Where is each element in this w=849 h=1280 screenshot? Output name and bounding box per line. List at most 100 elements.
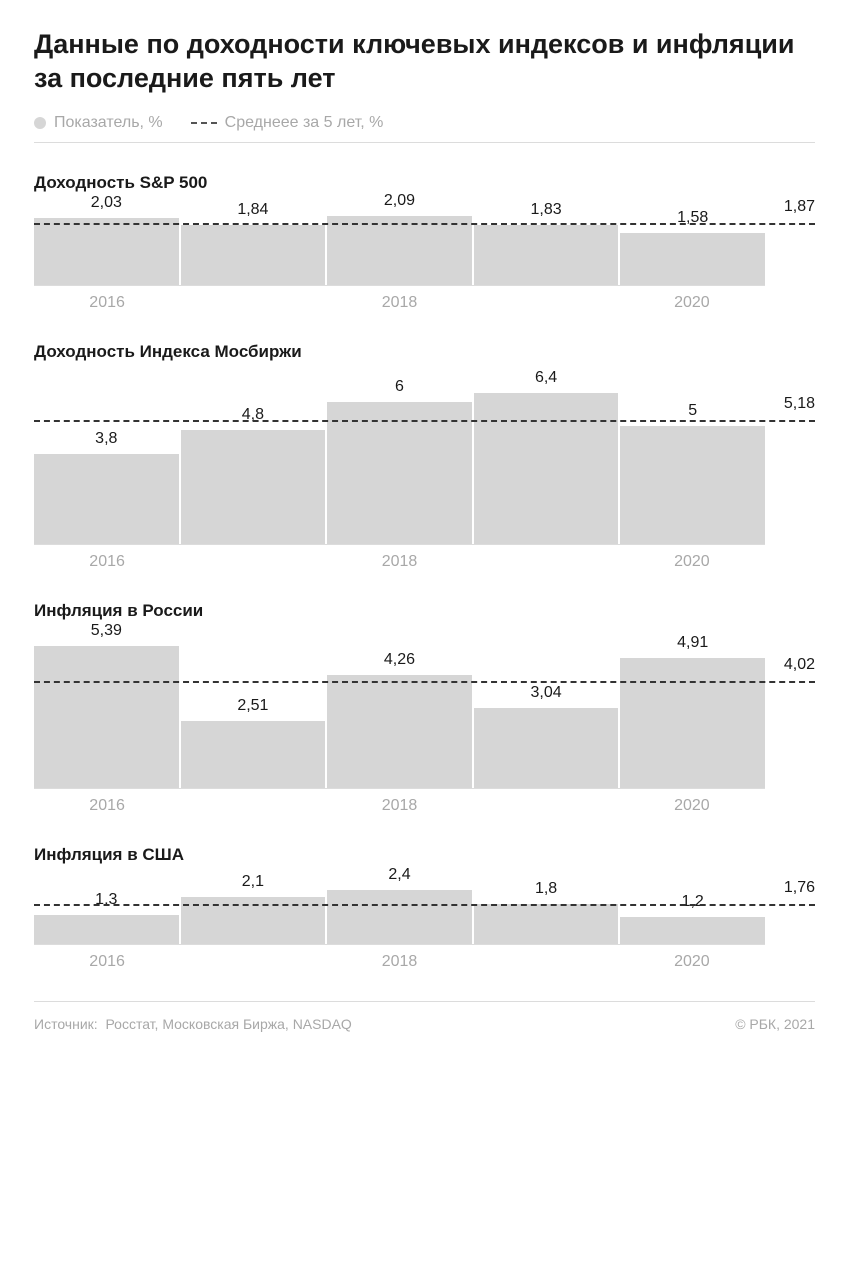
bar: [327, 675, 472, 787]
bar-value-label: 1,8: [535, 880, 557, 898]
x-axis-label: 2020: [619, 953, 765, 971]
legend-dash-icon: [191, 122, 217, 124]
bar-wrap: 1,2: [620, 893, 765, 944]
divider: [34, 142, 815, 143]
legend-item-indicator: Показатель, %: [34, 114, 163, 132]
average-label: 1,76: [784, 879, 815, 897]
x-axis-label: 2020: [619, 797, 765, 815]
bar-value-label: 2,51: [237, 697, 268, 715]
x-axis-label: 2018: [326, 797, 472, 815]
bar-wrap: 4,8: [181, 406, 326, 543]
bar-wrap: 1,58: [620, 209, 765, 285]
x-axis-label: [180, 294, 326, 312]
x-axis: 2016 2018 2020: [34, 797, 765, 815]
bar-wrap: 1,84: [181, 201, 326, 285]
bar-wrap: 5,39: [34, 622, 179, 788]
x-axis-label: [180, 553, 326, 571]
chart-block: Инфляция в России5,392,514,263,044,914,0…: [34, 601, 815, 815]
bar: [474, 225, 619, 285]
bar-wrap: 2,51: [181, 697, 326, 787]
x-axis-label: [473, 294, 619, 312]
bar-wrap: 4,91: [620, 634, 765, 787]
bar: [474, 393, 619, 544]
bar-wrap: 3,04: [474, 684, 619, 788]
bar-wrap: 2,09: [327, 192, 472, 284]
average-label: 1,87: [784, 198, 815, 216]
chart-title: Инфляция в США: [34, 845, 815, 865]
legend-dot-icon: [34, 117, 46, 129]
source-text: Росстат, Московская Биржа, NASDAQ: [105, 1016, 351, 1032]
bar-value-label: 4,8: [242, 406, 264, 424]
bar: [34, 454, 179, 544]
bar-value-label: 2,03: [91, 194, 122, 212]
bar-wrap: 5: [620, 402, 765, 544]
x-axis: 2016 2018 2020: [34, 953, 765, 971]
bar-value-label: 3,04: [531, 684, 562, 702]
x-axis-label: 2016: [34, 294, 180, 312]
bar: [181, 225, 326, 285]
footer-source: Источник: Росстат, Московская Биржа, NAS…: [34, 1016, 352, 1032]
bar: [34, 915, 179, 944]
bar: [181, 430, 326, 543]
bar: [620, 426, 765, 544]
x-axis-label: 2016: [34, 553, 180, 571]
bar: [620, 658, 765, 787]
bar-value-label: 4,91: [677, 634, 708, 652]
footer-copyright: © РБК, 2021: [735, 1016, 815, 1032]
x-axis-label: [473, 797, 619, 815]
bar-value-label: 6,4: [535, 369, 557, 387]
bar: [474, 904, 619, 944]
legend-item-average: Среднеее за 5 лет, %: [191, 114, 384, 132]
bars-row: 1,32,12,41,81,2: [34, 883, 765, 945]
chart-block: Доходность S&P 5002,031,842,091,831,581,…: [34, 173, 815, 312]
bar: [327, 216, 472, 284]
bar: [474, 708, 619, 788]
bar-value-label: 1,58: [677, 209, 708, 227]
x-axis-label: 2016: [34, 953, 180, 971]
bar: [181, 897, 326, 944]
bar-value-label: 5,39: [91, 622, 122, 640]
x-axis-label: 2018: [326, 294, 472, 312]
bar-wrap: 2,1: [181, 873, 326, 944]
bar-value-label: 1,2: [682, 893, 704, 911]
bar-value-label: 2,4: [388, 866, 410, 884]
chart-area: 3,84,866,455,18: [34, 380, 815, 545]
legend-average-label: Среднеее за 5 лет, %: [225, 114, 384, 132]
x-axis-label: 2018: [326, 953, 472, 971]
bar: [181, 721, 326, 787]
bar-wrap: 2,03: [34, 194, 179, 284]
bar: [327, 402, 472, 543]
x-axis-label: 2016: [34, 797, 180, 815]
bar-value-label: 2,1: [242, 873, 264, 891]
x-axis-label: [180, 953, 326, 971]
bar-value-label: 6: [395, 378, 404, 396]
source-prefix: Источник:: [34, 1016, 98, 1032]
bar-wrap: 2,4: [327, 866, 472, 943]
page-title: Данные по доходности ключевых индексов и…: [34, 28, 815, 96]
bar-value-label: 1,3: [95, 891, 117, 909]
bar-value-label: 1,83: [531, 201, 562, 219]
chart-block: Инфляция в США1,32,12,41,81,21,762016201…: [34, 845, 815, 971]
x-axis: 201620182020: [34, 553, 765, 571]
legend-indicator-label: Показатель, %: [54, 114, 163, 132]
bar-value-label: 4,26: [384, 651, 415, 669]
chart-area: 1,32,12,41,81,21,76: [34, 883, 815, 945]
bar: [620, 917, 765, 944]
chart-title: Доходность S&P 500: [34, 173, 815, 193]
bar-wrap: 3,8: [34, 430, 179, 544]
bar-value-label: 3,8: [95, 430, 117, 448]
average-label: 4,02: [784, 656, 815, 674]
x-axis-label: 2018: [326, 553, 472, 571]
bars-row: 3,84,866,45: [34, 380, 765, 545]
bar-wrap: 6,4: [474, 369, 619, 544]
bar: [620, 233, 765, 285]
bar-value-label: 1,84: [237, 201, 268, 219]
bar-wrap: 1,83: [474, 201, 619, 285]
bar: [34, 218, 179, 284]
chart-area: 2,031,842,091,831,581,87: [34, 211, 815, 286]
bar-value-label: 2,09: [384, 192, 415, 210]
x-axis-label: [473, 953, 619, 971]
chart-area: 5,392,514,263,044,914,02: [34, 639, 815, 789]
x-axis-label: 2020: [619, 294, 765, 312]
average-label: 5,18: [784, 395, 815, 413]
